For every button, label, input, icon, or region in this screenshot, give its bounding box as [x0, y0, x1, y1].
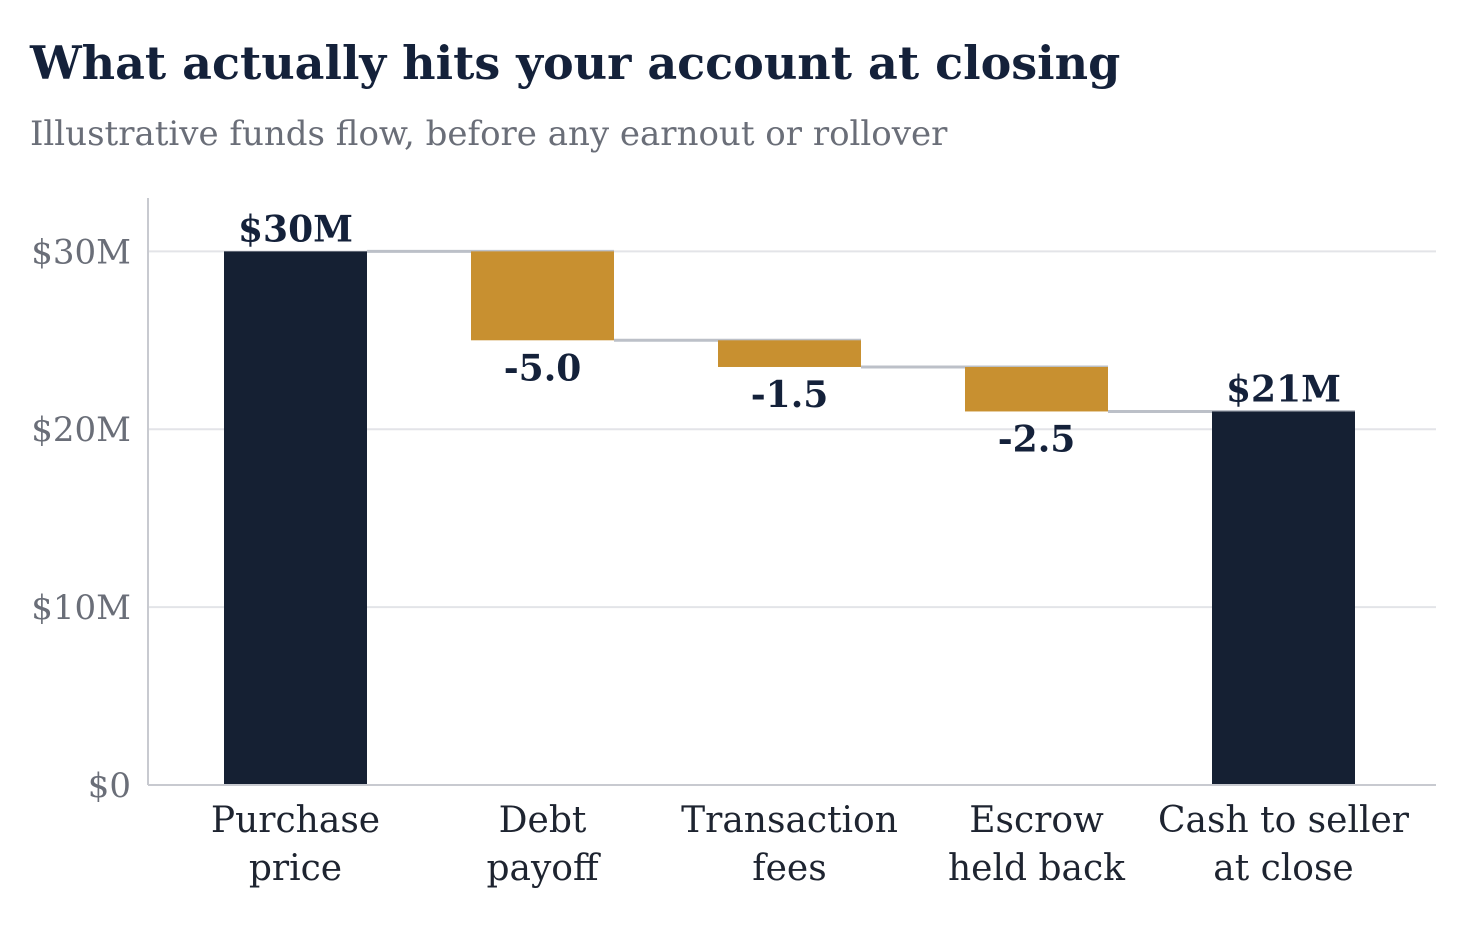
chart-title: What actually hits your account at closi… — [30, 36, 1121, 90]
data-labels: $30M -5.0 -1.5 -2.5 $21M — [238, 208, 1341, 460]
bar-deduction — [718, 340, 861, 367]
y-tick-labels: $0 $10M $20M $30M — [31, 232, 131, 806]
bars — [224, 251, 1355, 785]
bar-total — [1212, 411, 1355, 785]
x-category-label: Cash to seller — [1158, 800, 1410, 841]
bar-total — [224, 251, 367, 785]
x-category-label: Purchase — [211, 800, 380, 841]
x-category-label: at close — [1213, 848, 1354, 889]
chart-subtitle: Illustrative funds flow, before any earn… — [30, 114, 948, 154]
y-tick-label: $30M — [31, 232, 131, 272]
x-category-label: Escrow — [969, 800, 1104, 841]
bar-deduction — [965, 366, 1108, 412]
bar-deduction — [471, 251, 614, 341]
x-category-label: held back — [948, 848, 1126, 889]
y-tick-label: $10M — [31, 588, 131, 628]
data-label: -1.5 — [751, 374, 829, 416]
x-category-label: fees — [752, 848, 826, 889]
x-category-label: price — [249, 848, 342, 889]
data-label: $21M — [1226, 368, 1341, 410]
data-label: -2.5 — [998, 418, 1076, 460]
x-category-labels: Purchase price Debt payoff Transaction fees Es… — [211, 800, 1410, 889]
x-category-label: payoff — [486, 848, 601, 889]
data-label: -5.0 — [504, 347, 582, 389]
x-category-label: Transaction — [681, 800, 898, 841]
y-tick-label: $20M — [31, 410, 131, 450]
x-category-label: Debt — [499, 800, 587, 841]
data-label: $30M — [238, 208, 353, 250]
y-tick-label: $0 — [88, 766, 131, 806]
axes — [147, 198, 1436, 786]
